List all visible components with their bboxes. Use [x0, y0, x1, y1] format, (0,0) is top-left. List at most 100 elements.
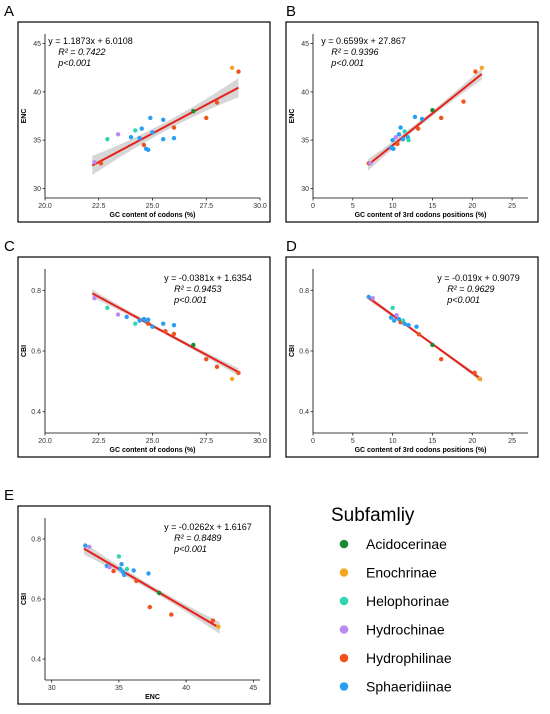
y-tick-label: 0.8: [299, 288, 309, 295]
data-point-hydrochinae: [115, 312, 121, 317]
legend-item-acidocerinae: Acidocerinae: [366, 536, 447, 552]
data-point-sphaeridiinae: [406, 322, 411, 328]
x-tick-label: 27.5: [199, 438, 213, 445]
p-value: p<0.001: [57, 58, 91, 68]
data-point-sphaeridiinae: [146, 571, 151, 576]
data-point-sphaeridiinae: [414, 324, 419, 329]
legend-title: Subfamliy: [331, 505, 415, 526]
data-point-hydrophilinae: [204, 115, 209, 121]
regression-line: [83, 547, 221, 629]
data-point-hydrophilinae: [439, 357, 444, 362]
data-point-hydrophilinae: [163, 329, 168, 334]
data-point-sphaeridiinae: [366, 294, 371, 300]
legend-item-hydrophilinae: Hydrophilinae: [366, 650, 452, 666]
x-axis-title: GC content of 3rd codons positions (%): [355, 212, 487, 219]
legend-swatch-sphaeridiinae: [339, 682, 349, 691]
regression-equation: y = -0.019x + 0.9079: [437, 273, 520, 283]
panel-label: A: [4, 3, 14, 20]
data-point-sphaeridiinae: [146, 147, 151, 152]
data-point-hydrophilinae: [98, 161, 104, 166]
x-axis-title: GC content of codons (%): [110, 447, 196, 454]
data-point-hydrochinae: [115, 132, 121, 137]
x-tick-label: 45: [249, 685, 257, 692]
regression-line: [367, 296, 483, 381]
data-point-hydrophilinae: [395, 141, 400, 147]
data-point-acidocerinae: [430, 342, 435, 348]
data-point-acidocerinae: [191, 342, 196, 348]
data-point-sphaeridiinae: [161, 117, 166, 123]
data-point-hydrochinae: [393, 135, 399, 140]
x-tick-label: 5: [351, 203, 355, 210]
data-point-sphaeridiinae: [398, 125, 403, 130]
panel-border: [285, 256, 539, 458]
data-point-sphaeridiinae: [83, 543, 88, 548]
legend-item-helophorinae: Helophorinae: [366, 593, 449, 609]
y-axis-title: CBI: [21, 593, 28, 605]
y-tick-label: 0.8: [31, 537, 41, 544]
data-point-enochrinae: [229, 65, 235, 70]
data-point-sphaeridiinae: [396, 132, 402, 137]
data-point-sphaeridiinae: [390, 137, 395, 143]
x-tick-label: 10: [389, 203, 397, 210]
data-point-sphaeridiinae: [402, 321, 407, 326]
legend-item-hydrochinae: Hydrochinae: [366, 622, 445, 638]
y-tick-label: 0.4: [31, 409, 41, 416]
y-tick-label: 40: [33, 89, 41, 96]
x-tick-label: 30.0: [253, 203, 267, 210]
r-squared: R² = 0.9453: [174, 284, 221, 294]
legend-swatch-hydrochinae: [339, 625, 349, 634]
data-point-sphaeridiinae: [148, 115, 153, 121]
data-point-hydrophilinae: [169, 612, 174, 617]
x-tick-label: 40: [182, 685, 190, 692]
legend-swatch-acidocerinae: [339, 539, 349, 549]
data-point-helophorinae: [402, 129, 407, 134]
data-point-enochrinae: [479, 65, 485, 70]
y-tick-label: 35: [33, 138, 41, 145]
panel-a: A 20.0 22.5 25.0 27.5 30.0 30 35 40 45 GC content …: [4, 3, 271, 223]
y-axis-title: ENC: [21, 109, 28, 124]
x-tick-label: 22.5: [92, 438, 106, 445]
y-tick-label: 30: [301, 186, 309, 193]
data-point-sphaeridiinae: [150, 324, 155, 329]
y-axis-title: CBI: [289, 345, 296, 357]
x-tick-label: 25: [508, 438, 516, 445]
y-tick-label: 0.4: [299, 409, 309, 416]
data-point-sphaeridiinae: [392, 318, 397, 323]
y-tick-label: 0.6: [299, 349, 309, 356]
legend-swatch-hydrophilinae: [339, 653, 349, 663]
legend-swatch-enochrinae: [339, 568, 349, 577]
data-point-hydrophilinae: [416, 332, 422, 337]
data-point-hydrophilinae: [439, 115, 444, 121]
x-tick-label: 25.0: [146, 203, 160, 210]
y-tick-label: 0.6: [31, 597, 41, 604]
data-point-sphaeridiinae: [128, 135, 134, 140]
data-point-sphaeridiinae: [412, 114, 418, 120]
data-point-sphaeridiinae: [122, 572, 127, 578]
x-axis-title: GC content of 3rd codons positions (%): [355, 447, 487, 454]
data-point-sphaeridiinae: [388, 315, 394, 320]
legend: Subfamliy Acidocerinae Enochrinae Helophori…: [331, 505, 452, 695]
x-axis-title: GC content of codons (%): [110, 212, 196, 219]
panel-b: B 0 5 10 15 20 25 30 35 40 45 GC content of 3rd cod…: [285, 3, 539, 223]
data-point-helophorinae: [133, 128, 138, 133]
r-squared: R² = 0.9629: [447, 284, 494, 294]
regression-line: [91, 86, 239, 167]
x-tick-label: 30.0: [253, 438, 267, 445]
data-point-hydrochinae: [107, 565, 112, 570]
x-axis-title: ENC: [145, 694, 160, 701]
x-tick-label: 20: [468, 203, 476, 210]
data-point-hydrophilinae: [214, 100, 220, 105]
data-point-hydrophilinae: [473, 69, 478, 74]
data-point-helophorinae: [116, 554, 122, 559]
data-point-sphaeridiinae: [137, 318, 142, 323]
panel-label: D: [286, 238, 297, 255]
data-point-enochrinae: [477, 376, 482, 382]
p-value: p<0.001: [173, 295, 207, 305]
data-point-sphaeridiinae: [146, 317, 151, 322]
data-point-hydrophilinae: [214, 364, 220, 369]
x-tick-label: 27.5: [199, 203, 213, 210]
panel-border: [17, 505, 271, 705]
panel-border: [17, 21, 271, 223]
data-point-hydrochinae: [87, 544, 92, 549]
